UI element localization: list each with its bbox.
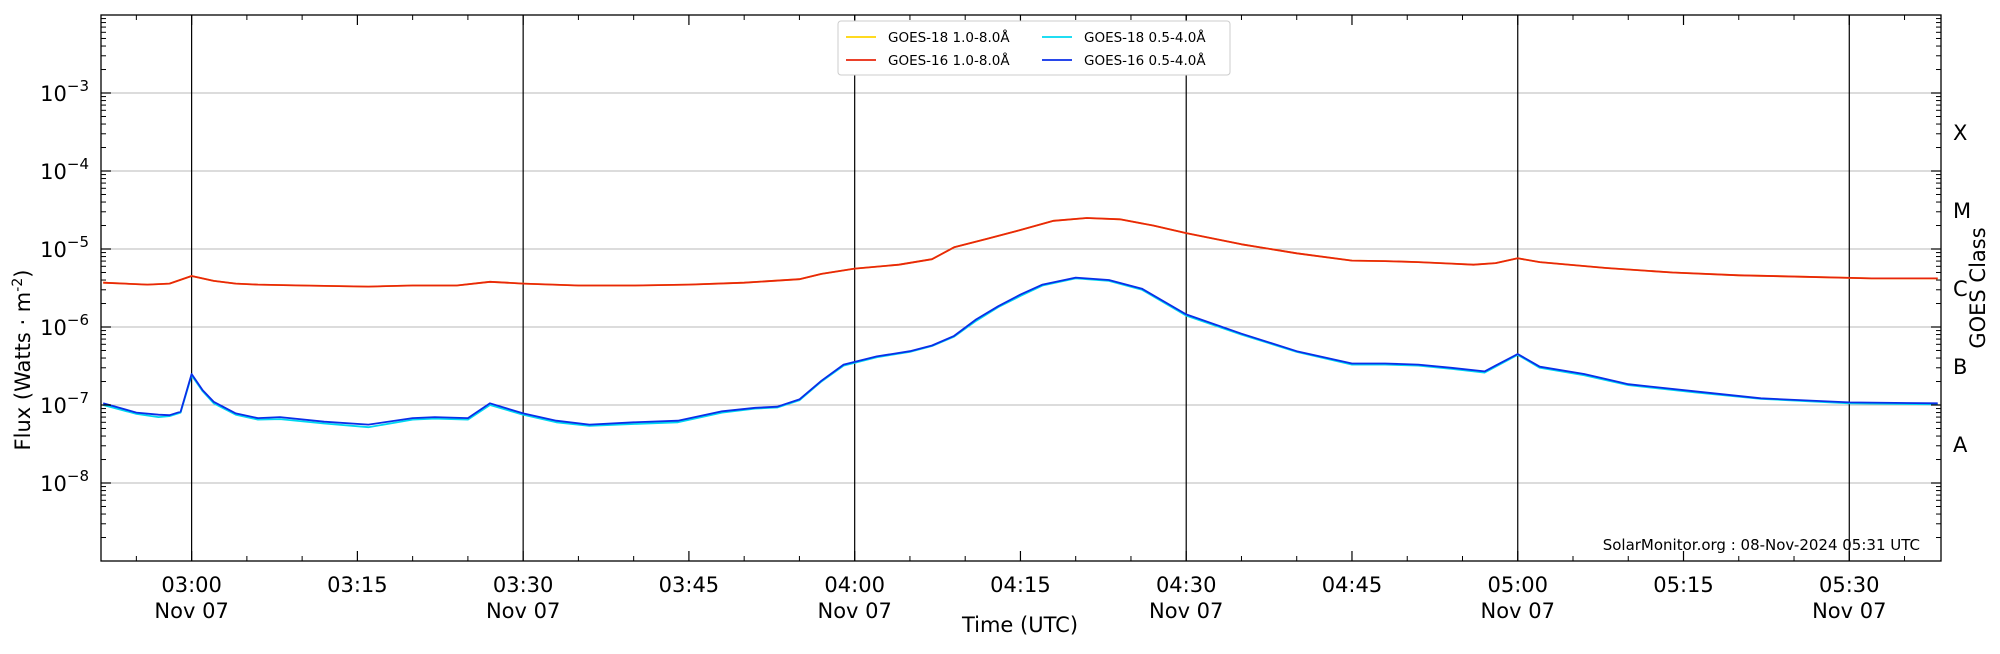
y-axis-label-superscript: -2 bbox=[10, 278, 26, 292]
x-tick-label: 05:00 bbox=[1487, 573, 1548, 597]
grid-layer bbox=[101, 92, 1941, 484]
x-tick-label: 03:45 bbox=[659, 573, 720, 597]
series-line-3 bbox=[102, 276, 1938, 426]
y-axis-label-text: Flux (Watts · m bbox=[11, 292, 35, 451]
y-tick-exponent: −8 bbox=[67, 467, 89, 485]
y-tick-exponent: −4 bbox=[67, 155, 89, 173]
y-axis-label: Flux (Watts · m-2) bbox=[10, 270, 35, 451]
x-tick-label: 05:30 bbox=[1819, 573, 1880, 597]
x-tick-label: 05:15 bbox=[1653, 573, 1714, 597]
y-tick-label: 10−7 bbox=[40, 389, 89, 418]
vertical-lines-layer bbox=[191, 15, 1850, 561]
y-tick-label: 10−3 bbox=[40, 77, 89, 106]
y-tick-exponent: −5 bbox=[67, 233, 89, 251]
goes-class-label: C bbox=[1953, 277, 1968, 301]
x-tick-date-label: Nov 07 bbox=[154, 599, 228, 623]
x-tick-label: 04:30 bbox=[1156, 573, 1217, 597]
goes-class-axis-label: GOES Class bbox=[1966, 227, 1990, 348]
y-tick-base: 10 bbox=[40, 394, 67, 418]
y-tick-exponent: −3 bbox=[67, 77, 89, 95]
x-tick-label: 03:15 bbox=[327, 573, 388, 597]
x-tick-date-label: Nov 07 bbox=[1812, 599, 1886, 623]
goes-class-label: M bbox=[1953, 199, 1971, 223]
plot-frame bbox=[100, 14, 1942, 562]
series-layer bbox=[102, 217, 1938, 429]
y-tick-base: 10 bbox=[40, 238, 67, 262]
y-tick-base: 10 bbox=[40, 316, 67, 340]
y-tick-exponent: −6 bbox=[67, 311, 89, 329]
x-tick-label: 03:30 bbox=[493, 573, 554, 597]
x-tick-date-label: Nov 07 bbox=[486, 599, 560, 623]
goes-class-labels: A B C M X bbox=[1953, 121, 1971, 457]
x-axis-label: Time (UTC) bbox=[961, 613, 1078, 637]
legend-entry-2: GOES-16 1.0-8.0Å bbox=[888, 52, 1010, 69]
y-tick-label: 10−4 bbox=[40, 155, 89, 184]
legend-entry-0: GOES-18 1.0-8.0Å bbox=[888, 29, 1010, 46]
y-tick-exponent: −7 bbox=[67, 389, 89, 407]
x-tick-date-label: Nov 07 bbox=[817, 599, 891, 623]
y-tick-label: 10−5 bbox=[40, 233, 89, 262]
y-tick-label: 10−6 bbox=[40, 311, 89, 340]
credit-annotation: SolarMonitor.org : 08-Nov-2024 05:31 UTC bbox=[1603, 536, 1920, 554]
goes-class-label: B bbox=[1953, 355, 1967, 379]
y-tick-base: 10 bbox=[40, 160, 67, 184]
x-tick-label: 04:15 bbox=[990, 573, 1051, 597]
x-tick-label: 04:00 bbox=[824, 573, 885, 597]
series-line-2 bbox=[103, 217, 1938, 288]
goes-class-label: X bbox=[1953, 121, 1967, 145]
x-tick-date-label: Nov 07 bbox=[1149, 599, 1223, 623]
y-axis-label-close: ) bbox=[11, 270, 35, 278]
goes-class-label: A bbox=[1953, 433, 1968, 457]
y-tick-label: 10−8 bbox=[40, 467, 89, 496]
legend-entry-1: GOES-18 0.5-4.0Å bbox=[1084, 29, 1206, 46]
x-tick-label: 03:00 bbox=[161, 573, 222, 597]
legend-entry-3: GOES-16 0.5-4.0Å bbox=[1084, 52, 1206, 69]
x-tick-date-label: Nov 07 bbox=[1481, 599, 1555, 623]
legend: GOES-18 1.0-8.0Å GOES-18 0.5-4.0Å GOES-16 … bbox=[837, 20, 1231, 76]
x-tick-label: 04:45 bbox=[1322, 573, 1383, 597]
legend-box bbox=[837, 20, 1231, 76]
svg-text:Flux (Watts · m-2): Flux (Watts · m-2) bbox=[10, 270, 35, 451]
y-tick-base: 10 bbox=[40, 82, 67, 106]
y-tick-base: 10 bbox=[40, 472, 67, 496]
series-line-0 bbox=[103, 217, 1938, 288]
